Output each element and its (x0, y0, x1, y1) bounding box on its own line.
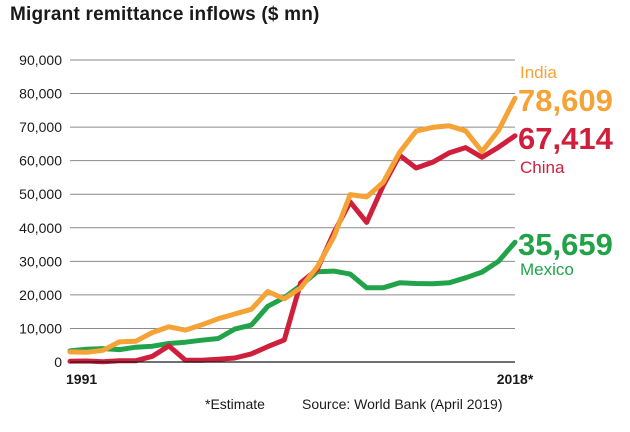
series-value-china: 67,414 (518, 121, 614, 156)
y-tick-label: 10,000 (19, 320, 62, 336)
y-tick-label: 60,000 (19, 153, 62, 169)
y-tick-label: 80,000 (19, 86, 62, 102)
grid-lines (70, 59, 515, 329)
series-value-india: 78,609 (518, 83, 613, 118)
series-line-mexico (67, 239, 518, 354)
series-line-china (67, 133, 518, 365)
footer-note: *Estimate (205, 396, 265, 412)
y-axis-ticks: 0 10,000 20,000 30,000 40,000 50,000 60,000 70,… (19, 52, 62, 370)
y-tick-label: 50,000 (19, 186, 62, 202)
y-tick-label: 70,000 (19, 119, 62, 135)
series-name-mexico: Mexico (520, 260, 574, 279)
y-tick-label: 90,000 (19, 52, 62, 68)
series-lines (67, 95, 518, 365)
y-tick-label: 0 (54, 354, 62, 370)
y-tick-label: 40,000 (19, 220, 62, 236)
x-tick-label: 2018* (497, 371, 534, 387)
series-name-india: India (520, 63, 557, 82)
chart-title: Migrant remittance inflows ($ mn) (10, 4, 320, 25)
footer-source: Source: World Bank (April 2019) (302, 396, 503, 412)
series-value-mexico: 35,659 (518, 227, 613, 262)
series-name-china: China (520, 158, 565, 177)
series-line-india (67, 95, 518, 355)
y-tick-label: 30,000 (19, 253, 62, 269)
x-tick-label: 1991 (66, 371, 97, 387)
x-axis-ticks: 1991 2018* (66, 371, 534, 387)
y-tick-label: 20,000 (19, 287, 62, 303)
